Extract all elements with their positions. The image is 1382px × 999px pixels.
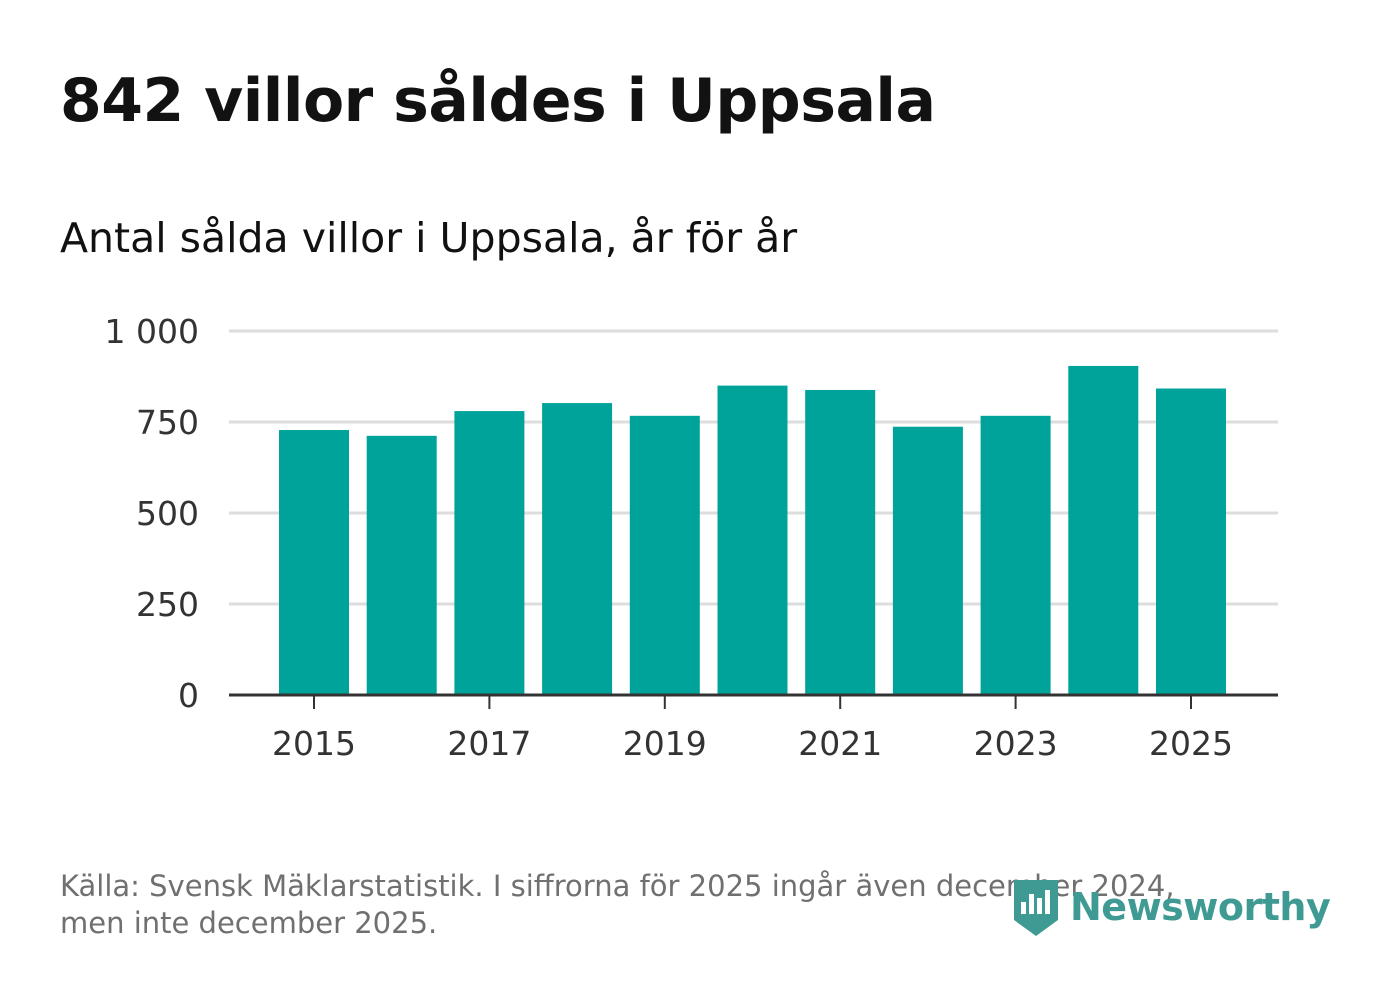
x-tick-label-2023: 2023 (974, 724, 1058, 763)
y-tick-label-0: 0 (178, 676, 199, 715)
source-note-line-1: Källa: Svensk Mäklarstatistik. I siffror… (60, 869, 1175, 903)
x-tick-label-2015: 2015 (272, 724, 356, 763)
newsworthy-logo-icon (1014, 880, 1058, 936)
chart-subtitle: Antal sålda villor i Uppsala, år för år (60, 214, 798, 262)
x-tick-label-2021: 2021 (798, 724, 882, 763)
source-note: Källa: Svensk Mäklarstatistik. I siffror… (60, 868, 1260, 942)
newsworthy-wordmark: Newsworthy (1070, 885, 1331, 929)
bar-2023 (980, 415, 1051, 695)
bar-2025 (1156, 388, 1226, 695)
bar-2022 (892, 426, 963, 695)
x-tick-label-2025: 2025 (1149, 724, 1233, 763)
chart-title: 842 villor såldes i Uppsala (60, 66, 936, 136)
x-tick-label-2019: 2019 (623, 724, 707, 763)
x-tick-label-2017: 2017 (447, 724, 531, 763)
bar-2016 (366, 435, 437, 695)
bar-chart: 0 250 500 750 1 000 2015 2017 2019 2021 2023 2025 (105, 312, 1278, 763)
y-tick-label-1000: 1 000 (105, 312, 199, 351)
bar-2018 (542, 403, 613, 695)
source-note-line-2: men inte december 2025. (60, 906, 438, 940)
bar-2017 (454, 411, 525, 695)
bar-2015 (279, 430, 349, 695)
y-tick-label-750: 750 (136, 403, 199, 442)
y-tick-label-250: 250 (136, 585, 199, 624)
bar-2021 (805, 389, 876, 695)
bar-2020 (717, 385, 788, 695)
bar-2024 (1068, 365, 1139, 695)
newsworthy-logo: Newsworthy (1010, 876, 1331, 938)
bar-2019 (629, 415, 700, 695)
y-tick-label-500: 500 (136, 494, 199, 533)
